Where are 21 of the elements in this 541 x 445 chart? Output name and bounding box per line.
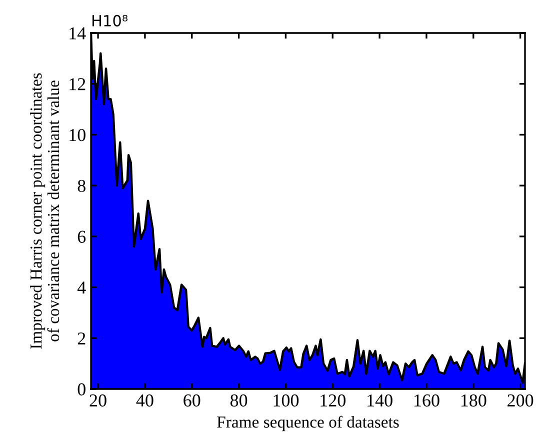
x-tick-label: 180 xyxy=(461,394,486,407)
y-tick-label: 12 xyxy=(70,78,86,90)
y-tick-label: 0 xyxy=(78,383,86,396)
x-tick-label: 120 xyxy=(320,394,346,407)
x-tick-label: 160 xyxy=(414,394,440,407)
x-tick-label: 140 xyxy=(368,394,392,407)
y-tick-label: 6 xyxy=(78,230,86,243)
x-tick-label: 20 xyxy=(90,394,106,407)
x-tick-label: 60 xyxy=(184,394,200,407)
y-tick-label: 8 xyxy=(78,180,86,192)
x-tick-label: 80 xyxy=(230,394,248,407)
y-tick-label: 10 xyxy=(70,128,86,142)
x-tick-label: 100 xyxy=(274,394,299,407)
x-axis-title: Frame sequence of datasets xyxy=(217,416,399,432)
text: H10⁸ xyxy=(92,14,128,26)
y-axis-title: Improved Harris corner point coordinates of covariance matrix determinant value xyxy=(30,73,60,349)
y-tick-label: 2 xyxy=(78,332,86,344)
x-tick-label: 200 xyxy=(508,394,534,407)
y-tick-label: 14 xyxy=(70,27,86,40)
y-tick-label: 4 xyxy=(77,282,86,294)
x-tick-label: 40 xyxy=(136,394,154,407)
